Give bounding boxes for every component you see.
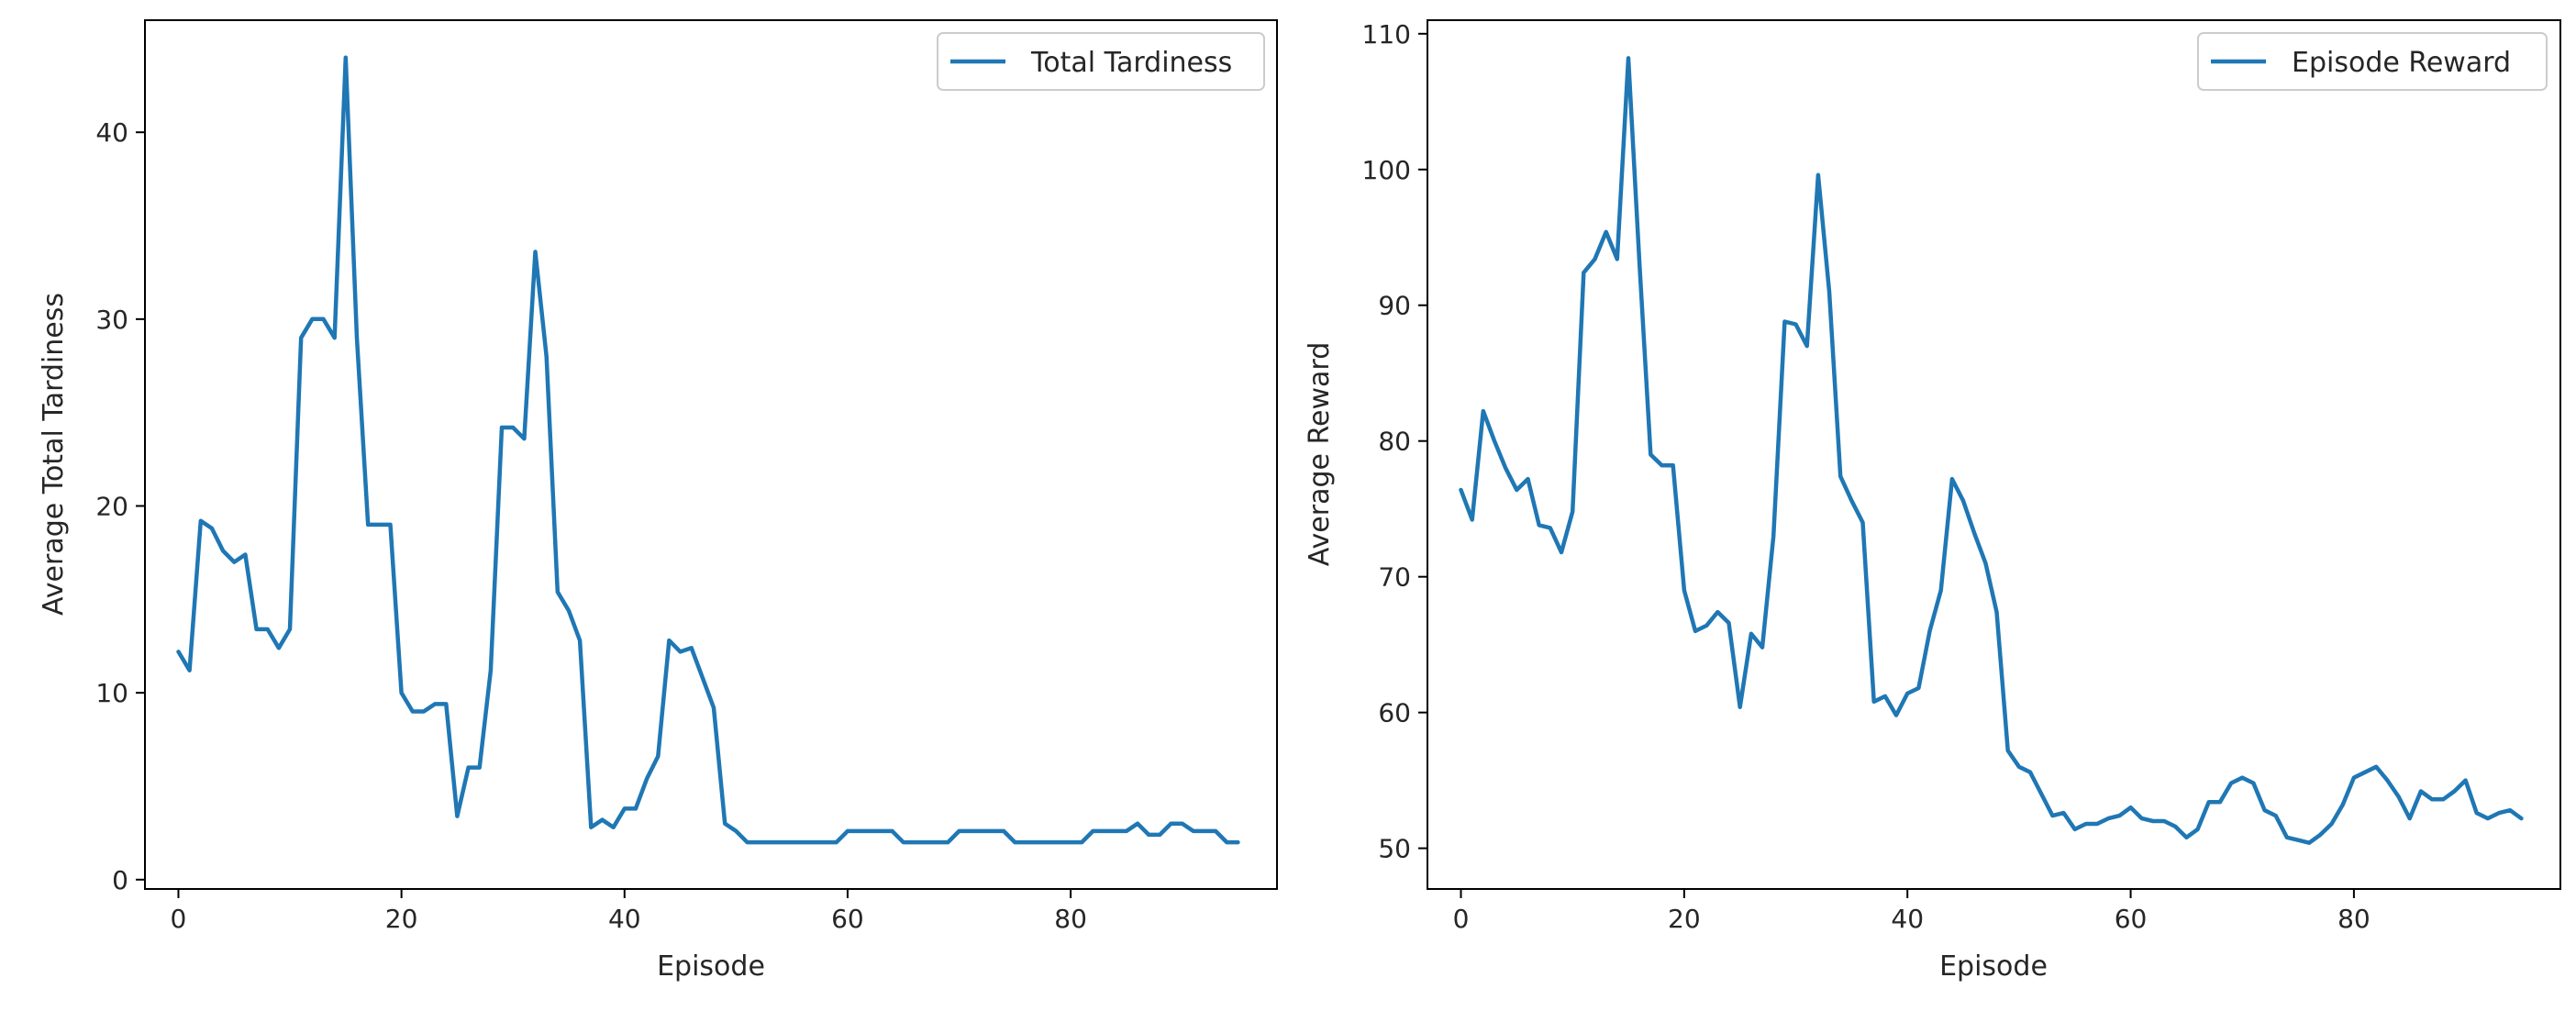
plot-area-reward [1427,20,2560,889]
y-tick-label-reward-80: 80 [1378,427,1411,457]
x-tick-label-tardiness-40: 40 [608,904,641,934]
y-tick-label-tardiness-20: 20 [95,492,128,522]
chart-reward: 0 20 40 60 80 50 60 70 80 90 100 110 Episode Avera… [1304,19,2560,983]
y-tick-label-tardiness-30: 30 [95,305,128,335]
y-tick-label-reward-90: 90 [1378,291,1411,321]
y-tick-label-reward-110: 110 [1362,19,1411,50]
x-ticks-reward: 0 20 40 60 80 [1453,889,2371,934]
x-tick-label-reward-60: 60 [2115,904,2148,934]
y-ticks-reward: 50 60 70 80 90 100 110 [1362,19,1427,864]
chart-tardiness: 0 20 40 60 80 0 10 20 30 40 Episode Average Tota… [38,20,1277,983]
x-tick-label-reward-0: 0 [1453,904,1470,934]
y-tick-label-reward-70: 70 [1378,562,1411,593]
legend-label-episode-reward: Episode Reward [2292,47,2511,79]
x-tick-label-tardiness-60: 60 [831,904,864,934]
y-tick-label-reward-60: 60 [1378,698,1411,728]
x-tick-label-reward-80: 80 [2337,904,2371,934]
plot-area-tardiness [145,20,1277,889]
x-ticks-tardiness: 0 20 40 60 80 [171,889,1087,934]
y-tick-label-reward-100: 100 [1362,155,1411,185]
x-tick-label-tardiness-0: 0 [171,904,187,934]
x-tick-label-tardiness-80: 80 [1054,904,1087,934]
y-tick-label-tardiness-10: 10 [95,678,128,708]
legend-tardiness: Total Tardiness [938,33,1264,90]
x-tick-label-reward-20: 20 [1668,904,1701,934]
y-ticks-tardiness: 0 10 20 30 40 [95,117,145,895]
y-tick-label-reward-50: 50 [1378,834,1411,864]
y-axis-label-reward: Average Reward [1304,342,1336,566]
legend-reward: Episode Reward [2198,33,2547,90]
y-tick-label-tardiness-40: 40 [95,117,128,148]
x-axis-label-tardiness: Episode [657,950,765,983]
x-tick-label-tardiness-20: 20 [385,904,418,934]
x-axis-label-reward: Episode [1939,950,2048,983]
x-tick-label-reward-40: 40 [1891,904,1924,934]
y-axis-label-tardiness: Average Total Tardiness [38,293,70,616]
y-tick-label-tardiness-0: 0 [112,865,128,895]
legend-label-total-tardiness: Total Tardiness [1030,47,1232,79]
